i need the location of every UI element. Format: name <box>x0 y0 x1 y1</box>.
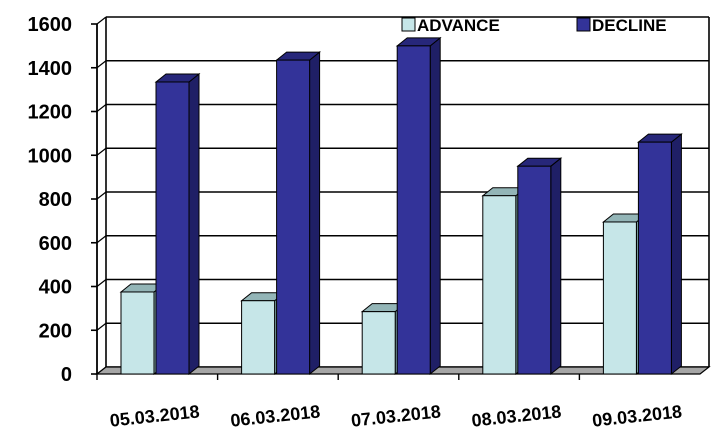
y-tick-label: 400 <box>39 277 72 299</box>
bar-side-decline <box>309 51 321 376</box>
gridline-depth <box>96 279 107 287</box>
bars <box>119 36 683 376</box>
bar-side-decline <box>429 36 441 376</box>
legend-label-decline: DECLINE <box>592 16 667 35</box>
y-tick-label: 200 <box>39 320 72 342</box>
y-tick-label: 1200 <box>28 102 73 124</box>
bar-decline <box>276 59 311 375</box>
legend: ADVANCE DECLINE <box>401 16 667 35</box>
gridline-depth <box>96 104 107 112</box>
bar-advance <box>120 291 155 375</box>
bar-advance <box>482 195 517 375</box>
gridline-depth <box>96 235 107 244</box>
bar-side-decline <box>550 157 562 376</box>
legend-label-advance: ADVANCE <box>417 16 500 35</box>
y-tick-label: 600 <box>39 233 72 255</box>
x-tick-label: 06.03.2018 <box>229 401 321 430</box>
bar-side-decline <box>670 133 682 376</box>
bar-decline <box>637 141 672 375</box>
x-tick-label: 05.03.2018 <box>109 401 201 430</box>
bar-advance <box>361 311 396 375</box>
y-tick-label: 1400 <box>28 58 73 80</box>
x-tick-label: 08.03.2018 <box>471 401 563 430</box>
gridline-depth <box>96 191 107 200</box>
x-tick-label: 09.03.2018 <box>591 401 683 430</box>
gridline-depth <box>96 147 107 156</box>
gridline-depth <box>96 16 107 25</box>
bar-decline <box>155 81 190 375</box>
x-tick-labels: 05.03.2018 06.03.2018 07.03.2018 08.03.2018… <box>109 401 683 430</box>
y-tick-label: 1600 <box>28 14 73 36</box>
y-tick-label: 800 <box>39 189 72 211</box>
y-tick-label: 1000 <box>28 145 73 167</box>
bar-side-decline <box>188 72 200 376</box>
legend-swatch-advance <box>401 17 416 32</box>
y-tick-label: 0 <box>61 364 72 386</box>
gridline-depth <box>96 60 107 69</box>
x-tick-label: 07.03.2018 <box>350 401 442 430</box>
bar-decline <box>517 165 552 375</box>
bar-decline <box>396 45 431 375</box>
y-tick-labels: 0 200 400 600 800 1000 1200 1400 1600 <box>28 14 73 386</box>
bar-advance <box>602 221 637 375</box>
bar-advance <box>241 300 276 375</box>
gridline-depth <box>96 322 107 331</box>
legend-swatch-decline <box>576 17 591 32</box>
